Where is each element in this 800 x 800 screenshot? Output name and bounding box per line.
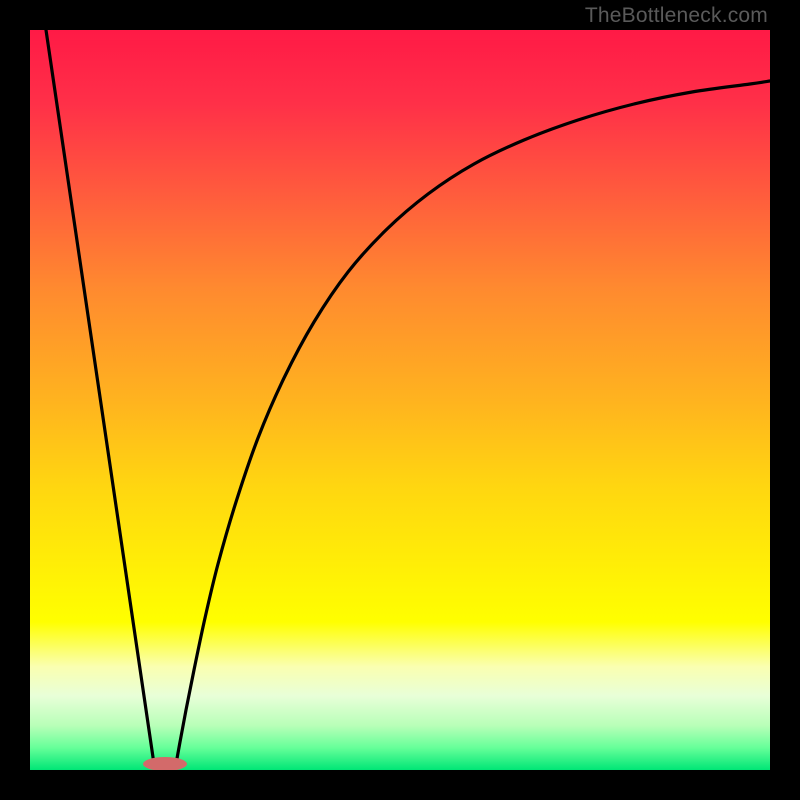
left-curve xyxy=(46,30,154,764)
plot-area xyxy=(30,30,770,770)
right-curve xyxy=(176,81,770,764)
chart-frame: TheBottleneck.com xyxy=(0,0,800,800)
minimum-marker xyxy=(143,757,187,770)
watermark-text: TheBottleneck.com xyxy=(585,4,768,28)
bottleneck-curves xyxy=(30,30,770,770)
